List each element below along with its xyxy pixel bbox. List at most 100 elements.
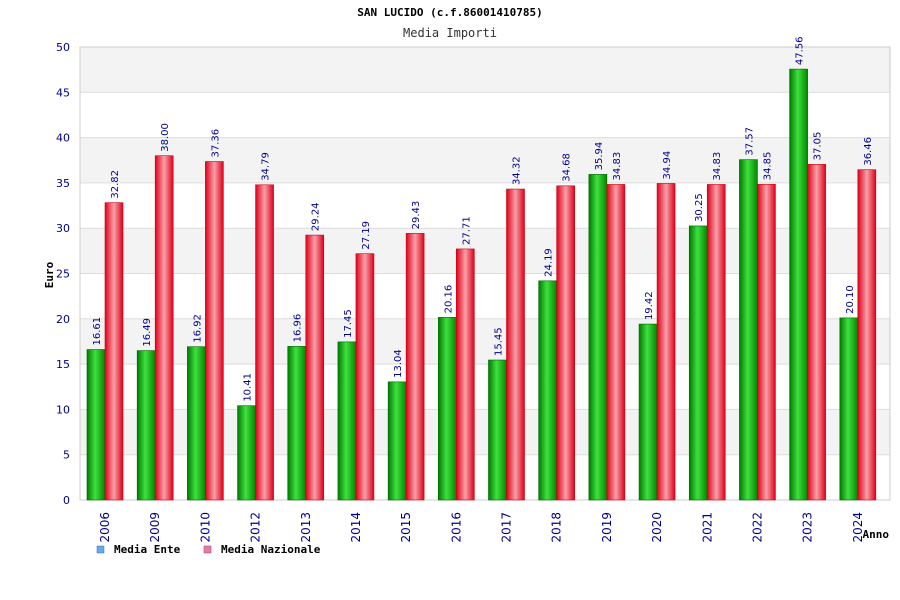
x-axis-ticks: 2006 2009 2010 2012 2013 2014 2015 2016 2017 2018…	[98, 512, 865, 543]
bar-media-ente-2016	[438, 317, 457, 501]
value-label-media-ente-2018: 24.19	[544, 248, 555, 277]
bar-media-nazionale-2018	[556, 185, 575, 501]
y-tick-label: 45	[56, 86, 70, 99]
value-label-media-ente-2006: 16.61	[92, 317, 103, 346]
x-tick-label-2016: 2016	[449, 512, 463, 543]
legend-swatch-media-ente	[96, 545, 105, 554]
bar-media-ente-2023	[789, 68, 808, 501]
value-label-media-ente-2014: 17.45	[343, 309, 354, 338]
value-label-media-nazionale-2014: 27.19	[361, 221, 372, 250]
value-label-media-nazionale-2020: 34.94	[662, 151, 673, 180]
x-tick-label-2012: 2012	[249, 512, 263, 543]
x-tick-label-2021: 2021	[700, 512, 714, 543]
bar-media-ente-2017	[488, 359, 507, 501]
y-tick-label: 30	[56, 222, 70, 235]
bar-media-nazionale-2015	[405, 233, 425, 501]
value-label-media-ente-2017: 15.45	[494, 327, 505, 356]
x-tick-label-2023: 2023	[801, 512, 815, 543]
bar-media-nazionale-2014	[355, 253, 375, 501]
value-label-media-ente-2015: 13.04	[393, 349, 404, 378]
chart-subtitle: Media Importi	[403, 26, 497, 40]
value-label-media-nazionale-2022: 34.85	[762, 152, 773, 181]
value-label-media-ente-2019: 35.94	[594, 142, 605, 171]
y-tick-label: 10	[56, 403, 70, 416]
value-label-media-nazionale-2016: 27.71	[461, 216, 472, 245]
y-tick-label: 0	[63, 494, 70, 507]
bar-media-ente-2009	[136, 350, 156, 501]
value-labels: 16.61 32.82 16.49 38.00 16.92 37.36 10.41 34.79…	[92, 36, 874, 401]
y-tick-label: 20	[56, 313, 70, 326]
bar-media-nazionale-2017	[506, 188, 525, 501]
y-tick-label: 50	[56, 41, 70, 54]
plot-frame	[79, 46, 891, 501]
grid-band	[80, 92, 890, 138]
bar-media-nazionale-2019	[606, 184, 626, 501]
y-tick-label: 25	[56, 268, 70, 281]
y-tick-label: 40	[56, 132, 70, 145]
bar-media-ente-2010	[187, 346, 206, 501]
bar-media-ente-2015	[387, 381, 407, 501]
x-axis-title: Anno	[863, 528, 890, 541]
bar-media-ente-2006	[86, 349, 106, 501]
value-label-media-ente-2024: 20.10	[845, 285, 856, 314]
bar-media-nazionale-2013	[305, 234, 325, 501]
chart-title: SAN LUCIDO (c.f.86001410785)	[357, 6, 542, 19]
legend: Media Ente Media Nazionale	[96, 543, 321, 556]
bar-media-nazionale-2021	[706, 184, 726, 501]
value-label-media-ente-2020: 19.42	[644, 291, 655, 320]
grid-band	[80, 47, 890, 93]
value-label-media-ente-2023: 47.56	[795, 36, 806, 65]
bar-media-ente-2020	[638, 323, 658, 501]
value-label-media-nazionale-2013: 29.24	[311, 202, 322, 231]
bar-media-nazionale-2010	[205, 161, 224, 501]
x-tick-label-2009: 2009	[148, 512, 162, 543]
value-label-media-ente-2009: 16.49	[142, 318, 153, 347]
value-label-media-nazionale-2009: 38.00	[160, 123, 171, 152]
value-label-media-nazionale-2021: 34.83	[712, 152, 723, 181]
x-tick-label-2010: 2010	[198, 512, 212, 543]
x-tick-label-2014: 2014	[349, 512, 363, 543]
value-label-media-nazionale-2017: 34.32	[512, 156, 523, 185]
legend-label-media-nazionale: Media Nazionale	[221, 543, 321, 556]
x-tick-label-2013: 2013	[299, 512, 313, 543]
bar-media-ente-2021	[688, 225, 708, 501]
bar-media-ente-2013	[287, 346, 307, 501]
bar-media-ente-2019	[588, 174, 608, 501]
bar-media-nazionale-2009	[154, 155, 174, 501]
x-tick-label-2024: 2024	[851, 512, 865, 543]
legend-swatch-media-nazionale	[203, 545, 212, 554]
bar-media-nazionale-2016	[456, 248, 475, 501]
value-label-media-ente-2010: 16.92	[192, 314, 203, 343]
value-label-media-nazionale-2019: 34.83	[612, 152, 623, 181]
bar-media-ente-2018	[538, 280, 557, 501]
y-tick-label: 5	[63, 449, 70, 462]
legend-label-media-ente: Media Ente	[114, 543, 181, 556]
y-axis-ticks: 0 5 10 15 20 25 30 35 40 45 50	[56, 41, 70, 507]
bar-media-nazionale-2024	[857, 169, 877, 501]
x-tick-label-2015: 2015	[399, 512, 413, 543]
value-label-media-nazionale-2012: 34.79	[261, 152, 272, 181]
value-label-media-ente-2016: 20.16	[443, 285, 454, 314]
y-axis-title: Euro	[43, 261, 56, 288]
bar-media-ente-2022	[739, 159, 758, 501]
value-label-media-nazionale-2023: 37.05	[813, 132, 824, 161]
value-label-media-nazionale-2024: 36.46	[863, 137, 874, 166]
value-label-media-nazionale-2010: 37.36	[210, 129, 221, 158]
x-tick-label-2018: 2018	[550, 512, 564, 543]
bar-media-nazionale-2022	[757, 183, 776, 501]
bar-media-nazionale-2006	[104, 202, 124, 501]
x-tick-label-2017: 2017	[500, 512, 514, 543]
bar-media-ente-2014	[337, 341, 357, 501]
value-label-media-nazionale-2015: 29.43	[411, 201, 422, 230]
bar-media-ente-2012	[237, 405, 256, 501]
bar-media-nazionale-2020	[656, 183, 676, 501]
x-tick-label-2020: 2020	[650, 512, 664, 543]
value-label-media-nazionale-2006: 32.82	[110, 170, 121, 199]
value-label-media-ente-2022: 37.57	[744, 127, 755, 156]
value-label-media-ente-2012: 10.41	[243, 373, 254, 402]
x-tick-label-2006: 2006	[98, 512, 112, 543]
bar-media-nazionale-2012	[255, 184, 274, 501]
x-tick-label-2019: 2019	[600, 512, 614, 543]
bars	[86, 68, 877, 501]
